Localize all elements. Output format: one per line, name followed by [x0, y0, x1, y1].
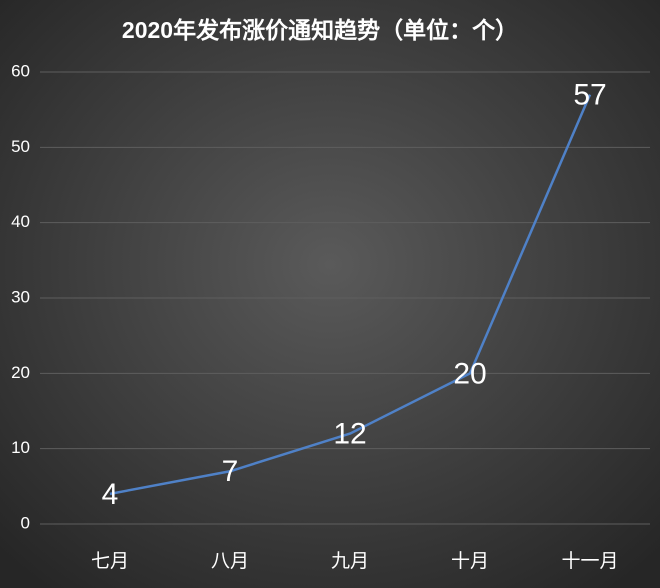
x-tick-label: 七月: [91, 550, 129, 572]
x-tick-label: 十月: [451, 550, 489, 572]
data-label: 57: [573, 79, 606, 112]
data-label: 7: [222, 455, 239, 488]
y-tick-label: 30: [11, 287, 30, 306]
y-tick-label: 40: [11, 212, 30, 231]
y-tick-label: 20: [11, 363, 30, 382]
line: [109, 94, 592, 496]
data-label: 20: [453, 357, 486, 390]
x-tick-label: 九月: [331, 550, 369, 572]
y-tick-label: 60: [11, 61, 30, 80]
y-tick-label: 50: [11, 137, 30, 156]
x-tick-label: 十一月: [561, 550, 618, 572]
data-label: 12: [333, 418, 366, 451]
data-label: 4: [102, 478, 119, 511]
y-tick-label: 0: [21, 513, 30, 532]
y-tick-label: 10: [11, 438, 30, 457]
chart-title: 2020年发布涨价通知趋势（单位：个）: [122, 17, 518, 43]
x-tick-label: 八月: [211, 551, 249, 572]
